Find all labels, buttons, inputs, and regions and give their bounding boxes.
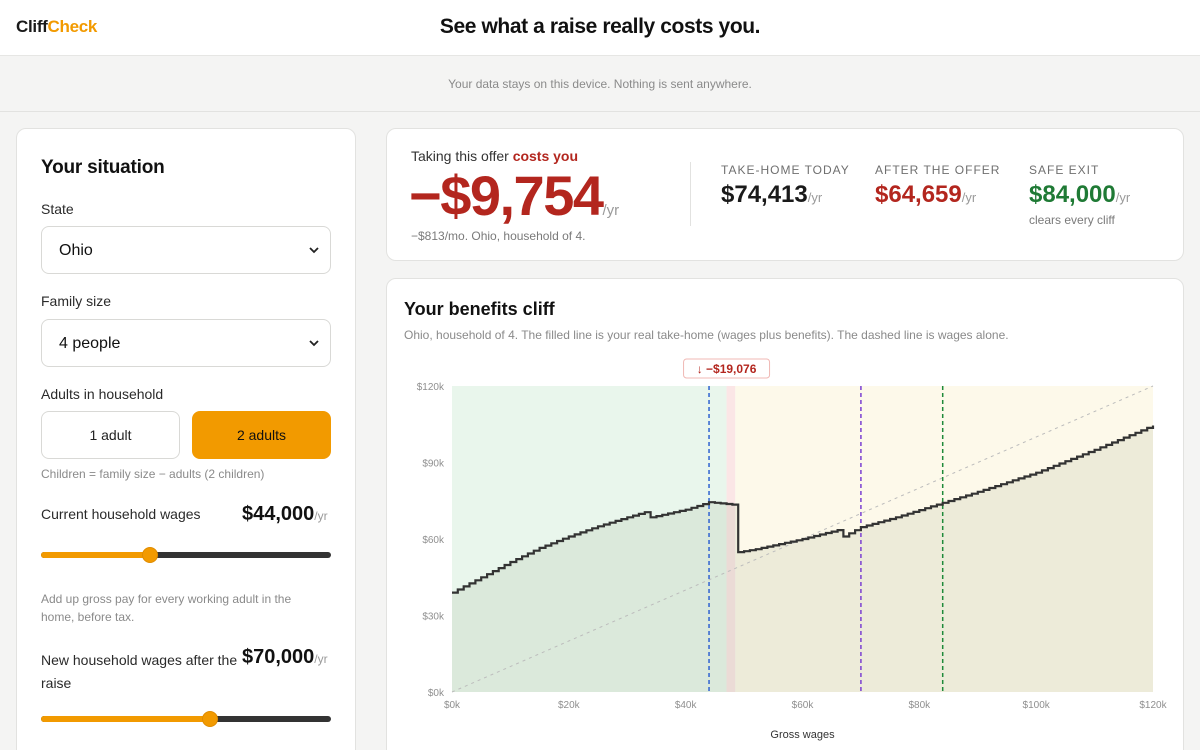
current-wages-value: $44,000/yr bbox=[242, 503, 328, 525]
stat-take-home-today: TAKE-HOME TODAY $74,413/yr bbox=[721, 163, 850, 208]
app-logo[interactable]: CliffCheck bbox=[16, 17, 98, 36]
new-wages-label: New household wages after the raise bbox=[41, 652, 238, 691]
x-tick-label: $40k bbox=[675, 700, 698, 711]
x-tick-label: $120k bbox=[1139, 700, 1167, 711]
chart-description: Ohio, household of 4. The filled line is… bbox=[404, 328, 1009, 342]
one-adult-button[interactable]: 1 adult bbox=[41, 411, 180, 459]
slider-track bbox=[41, 552, 331, 558]
x-tick-label: $60k bbox=[792, 700, 815, 711]
situation-title: Your situation bbox=[41, 157, 165, 178]
summary-card: Taking this offer costs you −$9,754/yr −… bbox=[386, 128, 1184, 261]
new-wages-slider[interactable] bbox=[41, 711, 331, 727]
stat-safe-exit: SAFE EXIT $84,000/yr clears every cliff bbox=[1029, 163, 1131, 227]
page-headline: See what a raise really costs you. bbox=[439, 15, 761, 38]
x-tick-label: $20k bbox=[558, 700, 581, 711]
slider-thumb[interactable] bbox=[141, 547, 158, 563]
divider bbox=[690, 162, 691, 226]
x-tick-label: $100k bbox=[1023, 700, 1051, 711]
take-home-area bbox=[452, 425, 1153, 692]
y-tick-label: $30k bbox=[422, 612, 445, 623]
x-tick-label: $80k bbox=[908, 700, 931, 711]
family-size-select[interactable]: 4 people bbox=[41, 319, 331, 367]
state-select[interactable]: Ohio bbox=[41, 226, 331, 274]
y-tick-label: $60k bbox=[422, 535, 445, 546]
slider-thumb[interactable] bbox=[202, 711, 219, 727]
chevron-down-icon bbox=[309, 247, 319, 254]
children-hint: Children = family size − adults (2 child… bbox=[41, 467, 265, 481]
current-wages-label: Current household wages bbox=[41, 506, 201, 522]
benefits-cliff-chart: $0k $30k $60k $90k $120k $0k $20k $40k $60k $80k $… bbox=[417, 358, 1168, 741]
cost-subtext: −$813/mo. Ohio, household of 4. bbox=[411, 229, 586, 243]
top-bar: CliffCheck See what a raise really costs… bbox=[0, 0, 1200, 56]
summary-lead: Taking this offer costs you bbox=[411, 148, 579, 164]
x-axis-label: Gross wages bbox=[770, 729, 835, 741]
slider-fill bbox=[41, 552, 150, 558]
cost-value: −$9,754/yr bbox=[409, 164, 620, 227]
slider-fill bbox=[41, 716, 211, 722]
chart-region bbox=[452, 386, 727, 692]
two-adults-button[interactable]: 2 adults bbox=[192, 411, 331, 459]
cliff-badge-label: ↓ −$19,076 bbox=[697, 362, 757, 376]
state-select-value: Ohio bbox=[59, 242, 93, 259]
chart-title: Your benefits cliff bbox=[404, 299, 555, 319]
y-tick-label: $120k bbox=[417, 382, 445, 393]
chevron-down-icon bbox=[309, 340, 319, 347]
chart-region bbox=[726, 386, 736, 692]
cliff-badge bbox=[683, 358, 771, 379]
y-tick-label: $0k bbox=[428, 688, 445, 699]
new-wages-value: $70,000/yr bbox=[242, 646, 328, 668]
adults-label: Adults in household bbox=[41, 386, 164, 402]
privacy-notice: Your data stays on this device. Nothing … bbox=[0, 56, 1200, 112]
stat-after-offer: AFTER THE OFFER $64,659/yr bbox=[875, 163, 1001, 208]
x-tick-label: $0k bbox=[444, 700, 461, 711]
benefits-cliff-card: Your benefits cliff Ohio, household of 4… bbox=[386, 278, 1184, 750]
situation-panel: Your situation State Ohio Family size 4 … bbox=[16, 128, 356, 750]
y-tick-label: $90k bbox=[422, 459, 445, 470]
take-home-line bbox=[452, 425, 1155, 594]
wages-only-line bbox=[451, 385, 1154, 693]
current-wages-slider[interactable] bbox=[41, 547, 331, 563]
family-size-label: Family size bbox=[41, 293, 112, 309]
family-size-value: 4 people bbox=[59, 335, 121, 352]
wages-hint: Add up gross pay for every working adult… bbox=[41, 592, 292, 624]
state-label: State bbox=[41, 201, 74, 217]
